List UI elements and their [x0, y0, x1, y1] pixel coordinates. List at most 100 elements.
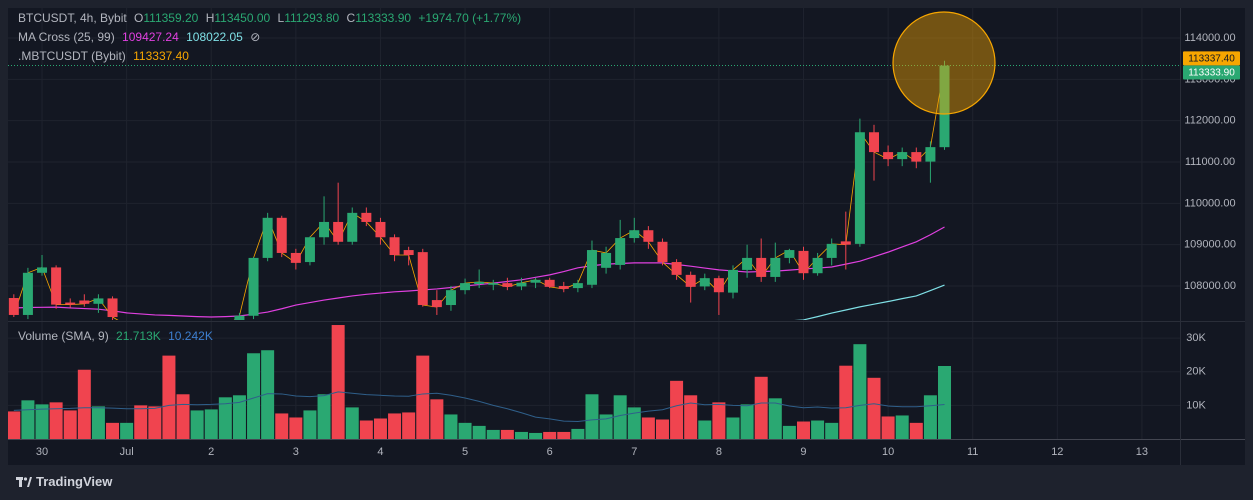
x-tick-label: 4 — [377, 446, 383, 458]
volume-bar — [232, 395, 246, 439]
x-tick-label: 3 — [293, 446, 299, 458]
candle-body — [699, 278, 710, 287]
volume-bar — [768, 398, 782, 439]
hide-icon[interactable]: ⊘ — [250, 30, 261, 44]
volume-bar — [655, 419, 669, 439]
candle-body — [629, 230, 640, 239]
volume-bar — [458, 422, 472, 439]
volume-bar — [303, 410, 317, 439]
volume-bar — [557, 431, 571, 439]
ohlc-value: 111359.20 — [143, 11, 199, 25]
candle-body — [516, 282, 527, 287]
volume-bar — [698, 420, 712, 439]
candle-body — [375, 221, 386, 238]
ma-slow-value: 108022.05 — [186, 30, 243, 44]
volume-bar — [430, 399, 444, 439]
volume-bar — [204, 409, 218, 439]
candle-body — [445, 290, 456, 306]
candle-body — [601, 252, 612, 268]
volume-bar — [345, 407, 359, 439]
volume-bar — [472, 425, 486, 439]
candle-body — [248, 257, 259, 316]
ohlc-key: C — [346, 11, 356, 25]
volume-bar — [162, 355, 176, 439]
y-tick-label: 110000.00 — [1184, 197, 1235, 209]
y-tick-label: 10K — [1186, 399, 1206, 411]
candle-body — [615, 238, 626, 265]
axis-layer: 30 Jul 2 3 4 5 6 7 8 9 10 11 12 13 108000.00 109000.00 1… — [36, 32, 1240, 458]
volume-pane — [8, 325, 952, 439]
candle-body — [925, 147, 936, 162]
candle-body — [474, 281, 485, 284]
y-tick-label: 30K — [1186, 332, 1206, 344]
volume-bar — [289, 417, 303, 439]
compare-symbol: .MBTCUSDT (Bybit) — [18, 49, 126, 63]
volume-bar — [416, 355, 430, 439]
volume-bar — [825, 422, 839, 439]
volume-bar — [796, 421, 810, 439]
y-tick-label: 109000.00 — [1184, 239, 1236, 251]
candle-body — [403, 250, 414, 256]
candle-body — [911, 152, 922, 162]
highlight-circle — [892, 11, 996, 115]
volume-bar — [839, 365, 853, 439]
legend-row-volume[interactable]: Volume (SMA, 9) 21.713K 10.242K — [18, 329, 217, 343]
volume-bar — [35, 404, 49, 439]
candle-body — [460, 283, 471, 291]
footer-brand[interactable]: TradingView — [16, 474, 112, 489]
candle-body — [939, 65, 950, 148]
candle-body — [93, 298, 104, 304]
volume-bar — [740, 404, 754, 439]
volume-bar — [444, 414, 458, 439]
volume-bar — [247, 353, 261, 439]
candle-body — [558, 286, 569, 289]
volume-bar — [754, 376, 768, 439]
volume-bar — [500, 429, 514, 439]
candle-body — [51, 267, 62, 305]
candle-body — [304, 237, 315, 263]
volume-bar — [388, 413, 402, 439]
y-tick-label: 20K — [1186, 366, 1206, 378]
volume-bar — [529, 432, 543, 439]
ohlc-value: 113333.90 — [355, 11, 412, 25]
legend-row-mark[interactable]: .MBTCUSDT (Bybit) 113337.40 — [18, 49, 193, 63]
indicator-name: MA Cross (25, 99) — [18, 30, 115, 44]
volume-bar — [275, 413, 289, 439]
volume-bar — [641, 417, 655, 439]
volume-bar — [938, 365, 952, 439]
x-tick-label: 5 — [462, 446, 468, 458]
logo — [16, 476, 32, 487]
candle-body — [79, 300, 90, 304]
y-tick-label: 111000.00 — [1185, 156, 1235, 168]
volume-bar — [106, 422, 120, 439]
ohlc-value: 111293.80 — [284, 11, 340, 25]
volume-bar — [91, 406, 105, 439]
candle-body — [431, 300, 442, 308]
candle-body — [361, 212, 372, 222]
candle-body — [671, 262, 682, 275]
volume-bar — [261, 350, 275, 439]
candle-body — [276, 217, 287, 253]
candle-body — [756, 257, 767, 277]
volume-bar — [77, 369, 91, 439]
volume-bar — [909, 422, 923, 439]
candle-body — [488, 283, 499, 285]
price-label: 113337.40 — [1188, 54, 1235, 65]
candle-body — [869, 132, 880, 153]
volume-sma-value: 10.242K — [168, 329, 213, 343]
candle-body — [770, 257, 781, 277]
ohlc-value: 113450.00 — [214, 11, 271, 25]
volume-bar — [811, 420, 825, 439]
legend-row-ma[interactable]: MA Cross (25, 99) 109427.24 108022.05 ⊘ — [18, 30, 264, 44]
legend-row-symbol: BTCUSDT, 4h, Bybit O111359.20 H113450.00… — [18, 11, 525, 25]
volume-bar — [613, 395, 627, 439]
price-pane — [8, 60, 1180, 320]
candle-body — [389, 237, 400, 256]
x-tick-label: 2 — [208, 446, 214, 458]
x-tick-label: 10 — [882, 446, 894, 458]
volume-bar — [134, 405, 148, 439]
candle-body — [798, 250, 809, 274]
candle-body — [347, 212, 358, 242]
candle-body — [333, 221, 344, 242]
